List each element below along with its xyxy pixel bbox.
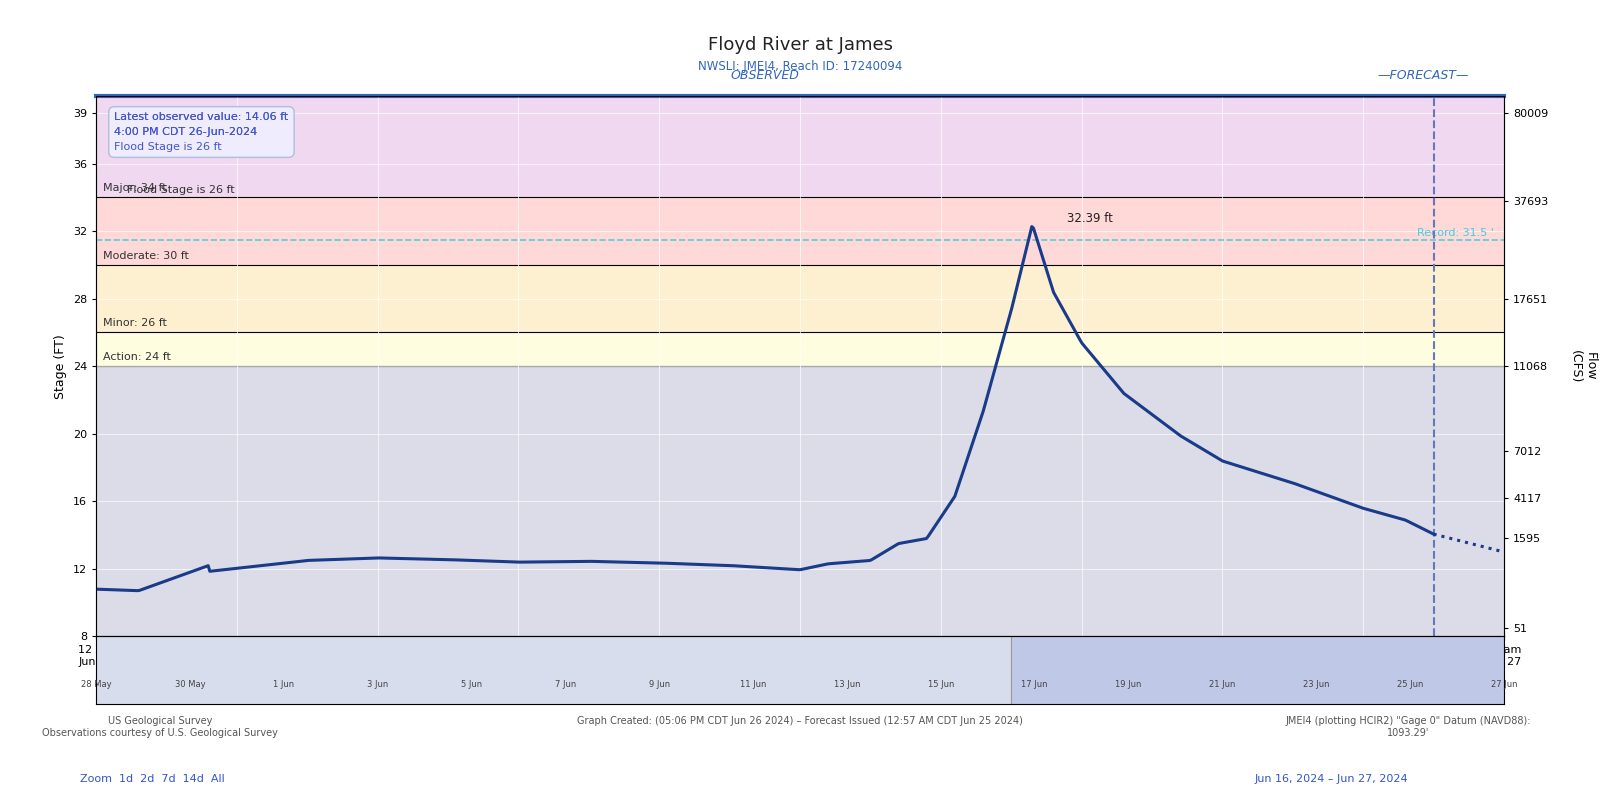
X-axis label: Site Time (CDT): Site Time (CDT) [750, 673, 850, 686]
Text: Zoom  1d  2d  7d  14d  All: Zoom 1d 2d 7d 14d All [80, 774, 224, 784]
Text: Moderate: 30 ft: Moderate: 30 ft [102, 250, 189, 261]
Text: Floyd River at James: Floyd River at James [707, 36, 893, 54]
Text: 25 Jun: 25 Jun [1397, 680, 1424, 689]
Text: Action: 24 ft: Action: 24 ft [102, 352, 171, 362]
Text: JMEI4 (plotting HCIR2) "Gage 0" Datum (NAVD88):
1093.29': JMEI4 (plotting HCIR2) "Gage 0" Datum (N… [1285, 716, 1531, 738]
Bar [96, 333, 1504, 366]
Text: Graph Created: (05:06 PM CDT Jun 26 2024) – Forecast Issued (12:57 AM CDT Jun 25: Graph Created: (05:06 PM CDT Jun 26 2024… [578, 716, 1022, 726]
Text: 13 Jun: 13 Jun [834, 680, 861, 689]
Text: Latest observed value: 14.06 ft
4:00 PM CDT 26-Jun-2024
Flood Stage is 26 ft: Latest observed value: 14.06 ft 4:00 PM … [114, 112, 288, 152]
Text: 32.39 ft: 32.39 ft [1067, 211, 1114, 225]
Text: Major: 34 ft: Major: 34 ft [102, 183, 166, 193]
Text: Record: 31.5 ': Record: 31.5 ' [1418, 228, 1494, 238]
Text: 11 Jun: 11 Jun [739, 680, 766, 689]
Text: 9 Jun: 9 Jun [648, 680, 670, 689]
Text: 17 Jun: 17 Jun [1021, 680, 1048, 689]
Text: Latest observed value: 14.06 ft
4:00 PM CDT 26-Jun-2024: Latest observed value: 14.06 ft 4:00 PM … [114, 112, 288, 137]
Text: 15 Jun: 15 Jun [928, 680, 954, 689]
Text: Minor: 26 ft: Minor: 26 ft [102, 318, 166, 328]
Bar [96, 198, 1504, 265]
Text: 1 Jun: 1 Jun [274, 680, 294, 689]
Text: 28 May: 28 May [80, 680, 112, 689]
Bar [96, 265, 1504, 333]
Text: Jun 16, 2024 – Jun 27, 2024: Jun 16, 2024 – Jun 27, 2024 [1254, 774, 1408, 784]
Bar [1011, 637, 1504, 704]
Text: 30 May: 30 May [174, 680, 205, 689]
Text: Flood Stage is 26 ft: Flood Stage is 26 ft [126, 185, 235, 194]
Bar [96, 366, 1504, 637]
Y-axis label: Flow
(CFS): Flow (CFS) [1570, 350, 1597, 383]
Text: 3 Jun: 3 Jun [366, 680, 389, 689]
Text: 27 Jun: 27 Jun [1491, 680, 1517, 689]
Text: 5 Jun: 5 Jun [461, 680, 482, 689]
Text: 7 Jun: 7 Jun [555, 680, 576, 689]
Bar [96, 96, 1504, 198]
Text: —FORECAST—: —FORECAST— [1378, 70, 1469, 82]
Text: NWSLI: JMEI4, Reach ID: 17240094: NWSLI: JMEI4, Reach ID: 17240094 [698, 60, 902, 73]
Text: 23 Jun: 23 Jun [1302, 680, 1330, 689]
Text: US Geological Survey
Observations courtesy of U.S. Geological Survey: US Geological Survey Observations courte… [42, 716, 278, 738]
Y-axis label: Stage (FT): Stage (FT) [54, 334, 67, 398]
Text: 19 Jun: 19 Jun [1115, 680, 1142, 689]
Text: OBSERVED: OBSERVED [730, 70, 800, 82]
Text: 21 Jun: 21 Jun [1210, 680, 1235, 689]
